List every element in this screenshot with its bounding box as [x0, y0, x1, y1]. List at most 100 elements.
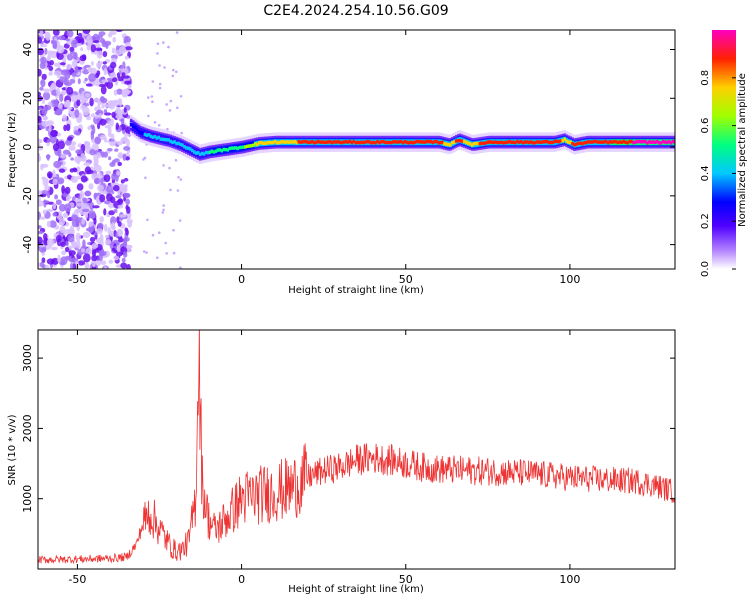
ridge-cell	[500, 140, 503, 145]
noise-speckle	[66, 123, 71, 132]
noise-speckle	[85, 227, 93, 232]
ridge-cell	[543, 140, 547, 144]
noise-speckle	[94, 115, 99, 119]
noise-speckle	[76, 99, 81, 107]
noise-speckle	[48, 72, 53, 76]
ridge-cell	[671, 139, 675, 144]
ridge-cell	[301, 140, 304, 144]
snr-frame	[37, 329, 676, 570]
ridge-cell	[476, 141, 480, 146]
noise-speckle	[115, 106, 121, 115]
noise-speckle	[124, 227, 129, 233]
ridge-cell	[283, 140, 287, 144]
ridge-cell	[191, 148, 194, 153]
ridge-cell	[482, 141, 486, 146]
ridge-cell	[407, 141, 411, 145]
ridge-cell	[358, 141, 362, 145]
ridge-cell	[577, 141, 580, 145]
noise-speckle	[103, 109, 108, 114]
snr-x-ticks: -50 0 50 100	[68, 330, 580, 586]
snr-x-label: Height of straight line (km)	[288, 584, 424, 595]
noise-speckle	[109, 196, 116, 204]
ridge-cell	[606, 141, 610, 145]
noise-speckle	[82, 231, 91, 238]
noise-speckle	[100, 260, 107, 266]
ridge-cell	[661, 139, 665, 144]
noise-speckle	[97, 99, 101, 108]
noise-speckle	[124, 80, 132, 85]
y-tick-label: -20	[21, 187, 34, 205]
ridge-cell	[303, 139, 306, 144]
noise-speckle	[111, 173, 116, 181]
noise-speckle	[82, 197, 87, 203]
snr-panel: -50 0 50 100 1000 2000 3000 Height of straigh…	[7, 329, 676, 595]
noise-speckle	[123, 239, 128, 248]
ridge-cell	[163, 137, 166, 142]
noise-speckle	[125, 204, 129, 211]
ridge-cell	[248, 144, 251, 148]
noise-speckle	[100, 85, 107, 95]
ridge-cell	[466, 141, 470, 145]
noise-speckle	[142, 250, 146, 253]
ridge-cell	[332, 140, 336, 144]
noise-speckle	[150, 95, 154, 98]
ridge-cell	[462, 139, 466, 144]
noise-speckle	[85, 247, 92, 255]
noise-speckle	[38, 196, 41, 203]
spectrogram-data	[38, 30, 675, 269]
noise-speckle	[105, 43, 109, 49]
noise-speckle	[151, 233, 155, 237]
noise-speckle	[118, 237, 124, 243]
noise-speckle	[88, 183, 94, 190]
noise-speckle	[98, 113, 102, 118]
ridge-cell	[293, 140, 297, 144]
noise-speckle	[117, 229, 123, 237]
ridge-cell	[478, 142, 482, 146]
ridge-cell	[234, 146, 237, 150]
ridge-cell	[393, 140, 397, 144]
noise-speckle	[52, 212, 57, 217]
noise-speckle	[102, 51, 108, 58]
ridge-cell	[563, 137, 566, 141]
noise-speckle	[89, 97, 94, 107]
ridge-cell	[579, 141, 582, 145]
noise-speckle	[38, 138, 42, 143]
noise-speckle	[64, 71, 71, 80]
ridge-cell	[455, 139, 458, 143]
ridge-cell	[457, 139, 460, 143]
ridge-cell	[250, 144, 253, 148]
colorbar-tick-label: 0.8	[700, 70, 711, 86]
noise-speckle	[122, 136, 128, 142]
noise-speckle	[119, 185, 125, 192]
noise-speckle	[42, 200, 50, 204]
noise-speckle	[71, 214, 78, 222]
noise-speckle	[39, 86, 44, 91]
noise-speckle	[52, 40, 58, 49]
noise-speckle	[105, 239, 112, 245]
ridge-cell	[583, 141, 586, 145]
noise-speckle	[93, 217, 97, 225]
noise-speckle	[55, 235, 62, 243]
ridge-cell	[287, 140, 291, 144]
noise-speckle	[172, 228, 175, 232]
colorbar-tick-label: 0.4	[700, 165, 711, 181]
noise-speckle	[123, 107, 127, 113]
noise-speckle	[172, 68, 175, 72]
colorbar-ticks: 0.0 0.2 0.4 0.6 0.8	[700, 70, 736, 277]
noise-speckle	[99, 118, 107, 126]
noise-speckle	[172, 251, 176, 255]
noise-speckle	[63, 212, 69, 219]
spectrogram-panel: -50 0 50 100 -40 -20 0 20 40 Height of straight…	[7, 29, 676, 296]
noise-speckle	[68, 250, 76, 256]
noise-speckle	[127, 84, 132, 89]
noise-speckle	[79, 96, 84, 101]
noise-speckle	[158, 64, 161, 67]
noise-speckle	[105, 185, 114, 193]
ridge-cell	[222, 147, 226, 152]
noise-speckle	[71, 242, 77, 249]
noise-speckle	[78, 112, 83, 121]
ridge-cell	[458, 138, 462, 143]
noise-speckle	[95, 260, 102, 266]
noise-speckle	[108, 259, 114, 264]
noise-speckle	[165, 252, 168, 255]
